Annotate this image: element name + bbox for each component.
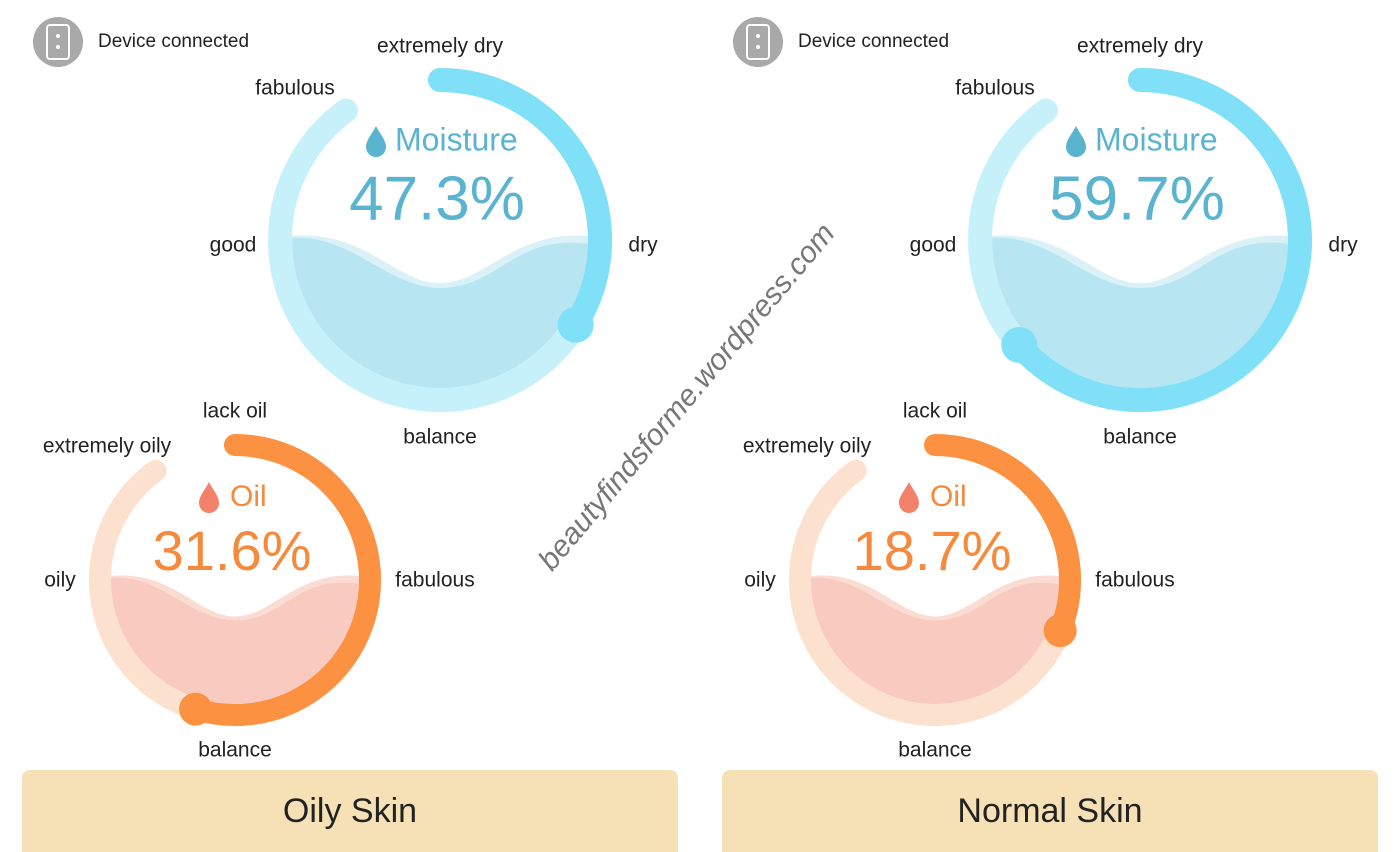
gauge-value: 47.3% <box>349 164 525 233</box>
drop-icon <box>899 482 919 513</box>
gauge-fill <box>992 235 1288 388</box>
device-icon <box>33 17 83 67</box>
gauge-label: good <box>210 234 257 257</box>
gauge-label: balance <box>1103 426 1177 449</box>
gauge-fill <box>292 235 588 388</box>
moisture-gauge: extremely dry fabulous good dry balance Moist… <box>910 35 1358 449</box>
gauge-label: extremely oily <box>743 435 872 458</box>
device-icon-dot <box>56 34 60 38</box>
gauge-label: balance <box>403 426 477 449</box>
gauge-title: Oil <box>230 480 267 513</box>
wave-front <box>992 237 1288 388</box>
gauge-knob <box>557 306 594 343</box>
skin-type: Normal Skin <box>957 792 1142 830</box>
device-icon-body <box>746 24 770 60</box>
gauge-value: 59.7% <box>1049 164 1225 233</box>
gauge-title: Moisture <box>395 121 518 157</box>
device-icon-body <box>46 24 70 60</box>
gauge-label: good <box>910 234 957 257</box>
panel: Device connected extremely dry fabulous goo… <box>22 17 678 852</box>
gauge-label: balance <box>898 739 972 762</box>
gauge-title: Oil <box>930 480 967 513</box>
gauge-label: lack oil <box>903 400 967 423</box>
gauge-knob <box>1043 614 1077 648</box>
gauge-arc <box>184 434 381 726</box>
wave-front <box>811 577 1059 704</box>
panel: Device connected extremely dry fabulous goo… <box>722 17 1378 852</box>
device-icon-dot <box>756 34 760 38</box>
moisture-gauge: extremely dry fabulous good dry balance Moist… <box>210 35 658 449</box>
gauge-value: 31.6% <box>153 519 312 582</box>
gauge-label: fabulous <box>395 569 474 592</box>
device-status: Device connected <box>98 31 249 52</box>
wave-front <box>111 577 359 704</box>
gauge-label: balance <box>198 739 272 762</box>
gauge-fill <box>111 575 359 704</box>
oil-gauge: lack oil extremely oily oily fabulous balanc… <box>43 400 475 762</box>
gauge-arc <box>428 68 612 337</box>
gauge-label: oily <box>744 569 776 592</box>
gauge-label: lack oil <box>203 400 267 423</box>
drop-icon <box>1066 126 1086 157</box>
gauge-label: dry <box>1328 234 1358 257</box>
gauge-label: extremely dry <box>377 35 504 58</box>
gauge-fill <box>811 575 1059 704</box>
gauge-knob <box>179 692 213 726</box>
gauge-label: fabulous <box>255 77 334 100</box>
gauge-label: oily <box>44 569 76 592</box>
device-icon-dot <box>56 45 60 49</box>
drop-icon <box>366 126 386 157</box>
skin-type: Oily Skin <box>283 792 417 830</box>
skin-type-banner <box>22 770 678 852</box>
gauge-title: Moisture <box>1095 121 1218 157</box>
gauge-knob <box>1001 326 1038 363</box>
gauge-value: 18.7% <box>853 519 1012 582</box>
device-icon <box>733 17 783 67</box>
content: Device connected extremely dry fabulous goo… <box>22 17 1378 852</box>
device-status: Device connected <box>798 31 949 52</box>
drop-icon <box>199 482 219 513</box>
gauge-label: dry <box>628 234 658 257</box>
device-icon-dot <box>756 45 760 49</box>
oil-gauge: lack oil extremely oily oily fabulous balanc… <box>743 400 1175 762</box>
gauge-label: extremely oily <box>43 435 172 458</box>
gauge-label: fabulous <box>955 77 1034 100</box>
gauge-arc <box>1007 68 1312 412</box>
gauge-label: fabulous <box>1095 569 1174 592</box>
skin-type-banner <box>722 770 1378 852</box>
gauge-arc <box>924 434 1081 642</box>
wave-front <box>292 237 588 388</box>
gauge-label: extremely dry <box>1077 35 1204 58</box>
